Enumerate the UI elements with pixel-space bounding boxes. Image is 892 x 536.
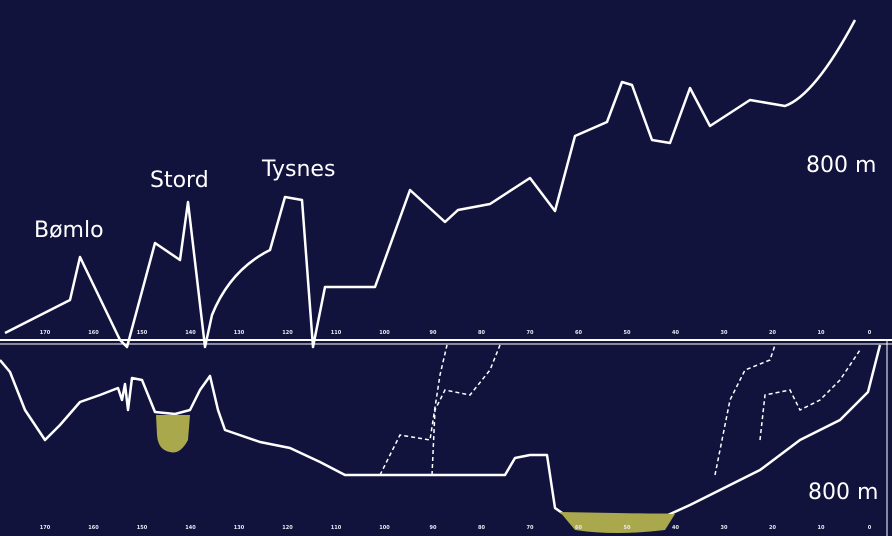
axis-tick-label: 160	[88, 330, 99, 336]
upper-profile-line	[4, 19, 857, 349]
axis-tick-label: 100	[379, 525, 390, 531]
axis-tick-label: 130	[233, 525, 245, 531]
lower-profile-line	[0, 344, 882, 517]
sediment-fill-stord	[156, 415, 190, 453]
axis-tick-label: 160	[88, 525, 99, 531]
axis-tick-label: 80	[478, 330, 485, 336]
axis-tick-label: 140	[185, 330, 196, 336]
axis-tick-label: 130	[233, 330, 245, 336]
axis-tick-label: 10	[817, 525, 825, 531]
sediment-fill-basin	[560, 512, 675, 533]
axis-tick-label: 30	[720, 525, 728, 531]
axis-tick-label: 60	[575, 330, 582, 336]
axis-tick-label: 0	[867, 525, 872, 531]
axis-tick-label: 20	[769, 330, 776, 336]
dashed-profile-2	[431, 344, 501, 476]
axis-tick-label: 120	[282, 525, 293, 531]
scale-label-upper: 800 m	[806, 153, 877, 178]
axis-tick-label: 120	[282, 330, 293, 336]
axis-tick-label: 50	[623, 525, 631, 531]
dashed-profile-1	[379, 344, 448, 476]
axis-tick-label: 170	[39, 330, 51, 336]
label-bomlo: Bømlo	[34, 218, 104, 243]
axis-tick-label: 110	[330, 525, 342, 531]
axis-tick-label: 140	[185, 525, 196, 531]
label-stord: Stord	[150, 168, 209, 193]
dashed-profile-3	[714, 344, 776, 476]
axis-tick-label: 40	[672, 525, 679, 531]
axis-tick-label: 70	[526, 330, 534, 336]
axis-tick-label: 110	[330, 330, 342, 336]
axis-tick-label: 170	[39, 525, 51, 531]
axis-tick-label: 150	[136, 330, 148, 336]
axis-tick-label: 50	[623, 330, 631, 336]
axis-tick-label: 70	[526, 525, 534, 531]
axis-tick-label: 90	[429, 525, 437, 531]
axis-tick-label: 150	[136, 525, 148, 531]
axis-tick-label: 10	[817, 330, 825, 336]
axis-tick-label: 20	[769, 525, 776, 531]
axis-tick-label: 0	[867, 330, 872, 336]
axis-tick-label: 30	[720, 330, 728, 336]
scale-label-lower: 800 m	[808, 480, 879, 505]
dashed-profile-4	[759, 349, 861, 441]
label-tysnes: Tysnes	[262, 157, 336, 182]
axis-tick-label: 40	[672, 330, 679, 336]
axis-tick-label: 80	[478, 525, 485, 531]
axis-tick-label: 60	[575, 525, 582, 531]
axis-tick-label: 90	[429, 330, 437, 336]
axis-tick-label: 100	[379, 330, 390, 336]
